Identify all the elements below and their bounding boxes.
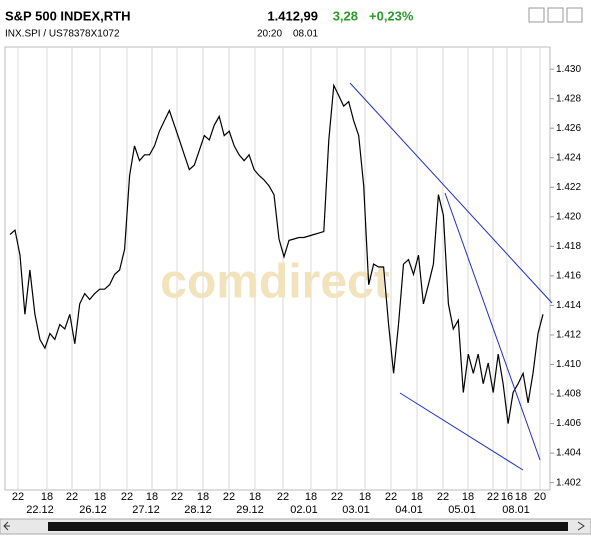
x-tick-label: 22 xyxy=(331,491,343,503)
y-tick-label: 1.428 xyxy=(556,93,581,104)
date-label: 28.12 xyxy=(184,504,212,516)
x-tick-label: 22 xyxy=(66,491,78,503)
date-label: 05.01 xyxy=(448,504,476,516)
trendline xyxy=(399,392,524,471)
y-tick-label: 1.406 xyxy=(556,418,581,429)
x-tick-label: 22 xyxy=(385,491,397,503)
y-tick-label: 1.402 xyxy=(556,477,581,488)
y-tick-label: 1.416 xyxy=(556,271,581,282)
y-tick-label: 1.410 xyxy=(556,359,581,370)
x-tick-label: 18 xyxy=(197,491,209,503)
x-tick-label: 22 xyxy=(437,491,449,503)
change-pct: +0,23% xyxy=(369,8,414,23)
icon-settings[interactable] xyxy=(566,7,583,23)
x-tick-label: 18 xyxy=(305,491,317,503)
date: 08.01 xyxy=(293,29,318,40)
trendlines xyxy=(349,82,553,471)
time: 20:20 xyxy=(257,29,282,40)
x-tick-label: 22 xyxy=(171,491,183,503)
x-tick-label: 18 xyxy=(94,491,106,503)
plot-frame xyxy=(4,46,551,491)
date-label: 22.12 xyxy=(26,504,54,516)
trendline xyxy=(349,82,553,304)
y-tick-label: 1.404 xyxy=(556,448,581,459)
y-tick-label: 1.408 xyxy=(556,389,581,400)
x-tick-label: 18 xyxy=(515,491,527,503)
x-tick-label: 22 xyxy=(121,491,133,503)
y-tick-label: 1.412 xyxy=(556,330,581,341)
icon-news[interactable] xyxy=(547,7,564,23)
scroll-thumb[interactable] xyxy=(48,522,568,531)
y-tick-label: 1.418 xyxy=(556,241,581,252)
x-tick-label: 18 xyxy=(411,491,423,503)
watermark: comdirect xyxy=(160,256,389,309)
date-label: 27.12 xyxy=(132,504,160,516)
x-tick-label: 18 xyxy=(462,491,474,503)
x-tick-label: 22 xyxy=(223,491,235,503)
y-tick-label: 1.414 xyxy=(556,300,581,311)
y-tick-label: 1.420 xyxy=(556,211,581,222)
scroll-right[interactable] xyxy=(577,521,585,531)
x-tick-label: 16 xyxy=(501,491,513,503)
date-label: 29.12 xyxy=(236,504,264,516)
scroll-left[interactable] xyxy=(3,521,10,531)
x-tick-label: 18 xyxy=(249,491,261,503)
grid xyxy=(17,47,554,490)
date-label: 08.01 xyxy=(502,504,530,516)
x-tick-label: 18 xyxy=(41,491,53,503)
price-line xyxy=(9,83,544,424)
x-tick-label: 22 xyxy=(277,491,289,503)
date-label: 02.01 xyxy=(290,504,318,516)
change: 3,28 xyxy=(333,8,358,23)
subtitle: INX.SPI / US78378X1072 xyxy=(5,29,120,40)
x-tick-label: 20 xyxy=(534,491,546,503)
plot xyxy=(9,83,544,424)
x-tick-label: 22 xyxy=(487,491,499,503)
trendline xyxy=(444,192,541,461)
x-tick-label: 18 xyxy=(146,491,158,503)
title: S&P 500 INDEX,RTH xyxy=(5,8,130,23)
y-tick-label: 1.430 xyxy=(556,64,581,75)
y-tick-label: 1.426 xyxy=(556,123,581,134)
date-label: 03.01 xyxy=(342,504,370,516)
y-tick-label: 1.422 xyxy=(556,182,581,193)
date-label: 04.01 xyxy=(395,504,423,516)
date-label: 26.12 xyxy=(79,504,107,516)
y-tick-label: 1.424 xyxy=(556,152,581,163)
last-price: 1.412,99 xyxy=(267,8,318,23)
icon-chart[interactable] xyxy=(528,7,545,23)
x-tick-label: 18 xyxy=(359,491,371,503)
x-tick-label: 22 xyxy=(12,491,24,503)
